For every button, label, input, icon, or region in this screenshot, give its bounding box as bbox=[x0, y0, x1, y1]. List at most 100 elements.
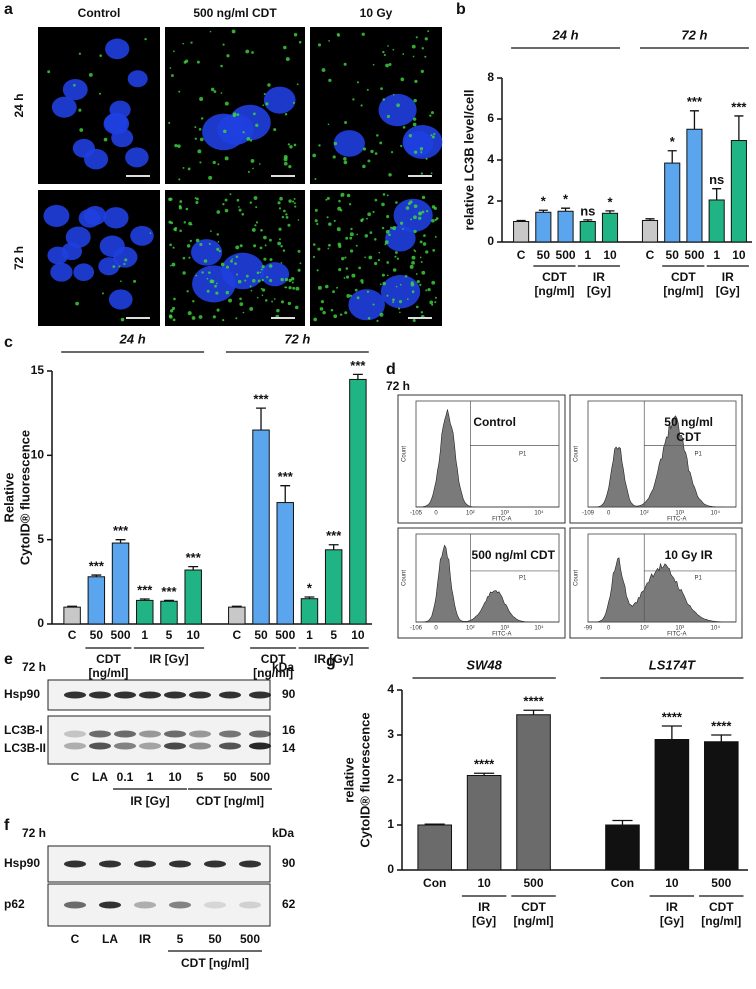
lane-label: 5 bbox=[197, 770, 204, 784]
unit-label: kDa bbox=[272, 660, 294, 674]
x-tick-label: 10³ bbox=[675, 626, 684, 632]
error-bar bbox=[352, 373, 363, 380]
puncta bbox=[261, 265, 265, 269]
group-label: CDT [ng/ml] bbox=[181, 956, 249, 970]
puncta bbox=[293, 143, 297, 147]
bar bbox=[160, 600, 178, 625]
puncta bbox=[208, 242, 211, 245]
puncta bbox=[280, 244, 283, 248]
sublabel: [Gy] bbox=[716, 284, 740, 298]
puncta bbox=[354, 288, 358, 292]
group-label: 24 h bbox=[552, 27, 579, 42]
puncta bbox=[273, 298, 276, 300]
panel-letter: f bbox=[4, 817, 10, 834]
micrograph bbox=[38, 190, 160, 326]
puncta bbox=[382, 98, 386, 101]
x-tick-label: Con bbox=[611, 876, 634, 890]
puncta bbox=[213, 90, 217, 94]
y-tick-label: 5 bbox=[37, 532, 44, 546]
x-tick-label: 10⁴ bbox=[711, 510, 721, 517]
sublabel: [ng/ml] bbox=[253, 666, 293, 680]
kda-label: 62 bbox=[282, 897, 296, 911]
puncta bbox=[425, 250, 429, 254]
puncta bbox=[170, 309, 174, 313]
band bbox=[114, 742, 136, 750]
y-tick-label: 4 bbox=[387, 682, 394, 696]
puncta bbox=[337, 206, 342, 211]
band bbox=[219, 730, 241, 738]
band bbox=[139, 691, 161, 699]
puncta bbox=[263, 257, 267, 261]
puncta bbox=[185, 207, 189, 211]
band bbox=[169, 901, 191, 909]
puncta bbox=[292, 286, 296, 290]
puncta bbox=[269, 278, 273, 283]
puncta bbox=[431, 303, 434, 306]
puncta bbox=[283, 45, 287, 50]
x-tick-label: 10³ bbox=[500, 626, 509, 632]
significance: *** bbox=[326, 528, 342, 543]
puncta bbox=[195, 238, 200, 243]
puncta bbox=[400, 144, 403, 148]
puncta bbox=[386, 294, 389, 297]
puncta bbox=[170, 221, 174, 225]
lane-label: LA bbox=[92, 770, 108, 784]
puncta bbox=[206, 289, 210, 293]
puncta bbox=[210, 230, 212, 233]
lane-label: 1 bbox=[147, 770, 154, 784]
x-tick-label: 10 bbox=[665, 876, 679, 890]
x-tick-label: 500 bbox=[711, 876, 731, 890]
puncta bbox=[312, 153, 317, 158]
puncta bbox=[432, 248, 436, 252]
puncta bbox=[298, 40, 302, 44]
puncta bbox=[280, 277, 284, 282]
puncta bbox=[293, 33, 298, 37]
puncta bbox=[206, 277, 209, 280]
puncta bbox=[379, 312, 384, 317]
nucleus bbox=[263, 86, 296, 114]
band bbox=[99, 901, 121, 909]
puncta bbox=[297, 219, 300, 221]
puncta bbox=[399, 221, 404, 225]
puncta bbox=[169, 243, 172, 247]
axis-title: FITC-A bbox=[667, 517, 686, 523]
error-bar bbox=[328, 544, 339, 550]
puncta bbox=[386, 114, 390, 119]
puncta bbox=[341, 256, 345, 261]
significance: *** bbox=[137, 582, 153, 597]
puncta bbox=[276, 308, 280, 313]
puncta bbox=[199, 243, 203, 247]
puncta bbox=[326, 196, 330, 200]
puncta bbox=[419, 240, 423, 244]
sublabel: IR bbox=[478, 900, 490, 914]
puncta bbox=[268, 238, 272, 242]
puncta bbox=[349, 236, 353, 240]
puncta bbox=[133, 279, 137, 283]
axis-title: Count bbox=[574, 446, 580, 462]
y-tick-label: 8 bbox=[487, 70, 494, 84]
puncta bbox=[255, 123, 259, 127]
puncta bbox=[418, 216, 422, 220]
puncta bbox=[277, 201, 281, 205]
puncta bbox=[209, 30, 212, 33]
puncta bbox=[179, 200, 183, 203]
puncta bbox=[217, 241, 220, 243]
puncta bbox=[419, 283, 422, 287]
band bbox=[134, 901, 156, 909]
significance: **** bbox=[474, 757, 495, 772]
puncta bbox=[172, 246, 175, 249]
band bbox=[169, 860, 191, 868]
puncta bbox=[261, 294, 264, 297]
bar bbox=[703, 741, 739, 871]
error-bar bbox=[667, 150, 677, 164]
puncta bbox=[379, 141, 383, 145]
puncta bbox=[413, 229, 417, 234]
error-bar bbox=[583, 219, 593, 222]
puncta bbox=[382, 50, 385, 54]
puncta bbox=[427, 287, 431, 292]
puncta bbox=[388, 173, 392, 177]
puncta bbox=[283, 161, 288, 166]
puncta bbox=[190, 41, 193, 44]
puncta bbox=[366, 290, 370, 293]
